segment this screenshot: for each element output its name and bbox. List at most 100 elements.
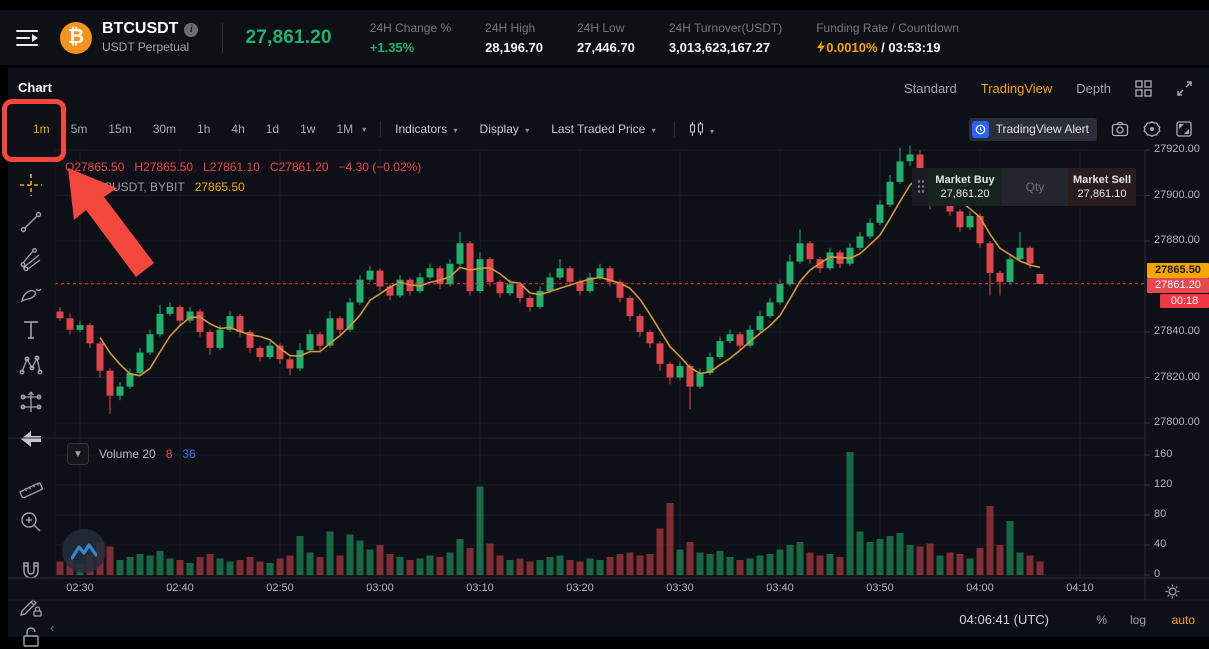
text-tool-icon[interactable] [19, 318, 43, 342]
price-tick-label: 27800.00 [1154, 416, 1200, 428]
hamburger-menu-icon[interactable] [16, 29, 38, 46]
lightning-icon [817, 40, 826, 53]
volume-tick-label: 160 [1154, 448, 1173, 460]
candlestick-chart[interactable] [8, 68, 1209, 637]
timeframe-4h[interactable]: 4h [231, 122, 245, 136]
chart-toolbar: 1m 5m 15m 30m 1h 4h 1d 1w 1M ▾ Indicator… [8, 114, 1209, 144]
market-sell-price: 27,861.10 [1077, 188, 1127, 200]
stat-24h-low: 24H Low 27,446.70 [577, 20, 635, 55]
volume-value: 8 [165, 447, 173, 461]
qty-input[interactable] [1002, 168, 1068, 206]
volume-ma-value: 36 [182, 447, 196, 461]
price-source-menu[interactable]: Last Traded Price ▾ [551, 122, 656, 136]
time-tick-label: 04:00 [966, 582, 994, 594]
market-buy-price: 27,861.20 [940, 188, 990, 200]
stat-24h-high: 24H High 28,196.70 [485, 20, 543, 55]
volume-tick-label: 80 [1154, 508, 1167, 520]
price-tick-label: 27820.00 [1154, 371, 1200, 383]
utc-clock[interactable]: 04:06:41 (UTC) [959, 612, 1049, 627]
candle-countdown-tag: 00:18 [1160, 294, 1209, 308]
drawing-mode-lock-icon[interactable] [19, 594, 43, 618]
price-tick-label: 27900.00 [1154, 189, 1200, 201]
drawing-toolbar: ‹ [8, 148, 55, 647]
ohlc-high: H27865.50 [134, 160, 194, 174]
timeframe-5m[interactable]: 5m [70, 122, 88, 136]
ruler-tool-icon[interactable] [19, 474, 43, 498]
symbol-subtitle: USDT Perpetual [102, 39, 190, 54]
ohlc-legend: O27865.50 H27865.50 L27861.10 C27861.20 … [65, 160, 421, 174]
volume-collapse-button[interactable]: ▼ [67, 443, 89, 465]
header-divider [222, 22, 224, 53]
time-tick-label: 03:50 [866, 582, 894, 594]
volume-tick-label: 40 [1154, 538, 1167, 550]
indicators-menu[interactable]: Indicators ▾ [395, 122, 458, 136]
last-price: 27,861.20 [245, 26, 332, 48]
time-tick-label: 03:30 [666, 582, 694, 594]
timeframe-1h[interactable]: 1h [197, 122, 211, 136]
display-menu[interactable]: Display ▾ [479, 122, 530, 136]
time-tick-label: 02:30 [66, 582, 94, 594]
chart-watermark-logo [62, 529, 106, 573]
timeframe-30m[interactable]: 30m [152, 122, 177, 136]
volume-tick-label: 120 [1154, 478, 1173, 490]
indicator-price-tag: 27865.50 [1147, 263, 1209, 278]
zoom-in-tool-icon[interactable] [19, 510, 43, 534]
ohlc-open: O27865.50 [65, 160, 125, 174]
timeframe-1w[interactable]: 1w [300, 122, 316, 136]
time-tick-label: 04:10 [1066, 582, 1094, 594]
chart-style-menu[interactable]: ▾ [689, 121, 714, 137]
expand-icon[interactable] [1176, 80, 1193, 97]
log-scale-button[interactable]: log [1129, 613, 1146, 627]
tradingview-alert-button[interactable]: TradingView Alert [968, 117, 1097, 141]
timeframe-15m[interactable]: 15m [108, 122, 132, 136]
time-tick-label: 03:00 [366, 582, 394, 594]
last-price-tag: 27861.20 [1147, 278, 1209, 293]
magnet-tool-icon[interactable] [19, 558, 43, 582]
time-tick-label: 03:20 [566, 582, 594, 594]
scales-settings-icon[interactable] [1164, 583, 1181, 600]
gann-fib-tool-icon[interactable] [19, 247, 43, 271]
timeframe-dropdown-caret[interactable]: ▾ [362, 124, 367, 134]
xabcd-pattern-tool-icon[interactable] [19, 353, 43, 377]
funding-rate-value: 0.0010% [826, 39, 878, 55]
settings-icon[interactable] [1143, 120, 1161, 138]
stat-24h-turnover: 24H Turnover(USDT) 3,013,623,167.27 [668, 20, 783, 55]
tab-depth[interactable]: Depth [1076, 81, 1111, 96]
order-widget-drag-handle[interactable] [912, 168, 928, 206]
funding-countdown: / 03:53:19 [877, 39, 941, 55]
time-tick-label: 02:50 [266, 582, 294, 594]
projection-tool-icon[interactable] [19, 390, 43, 414]
grid-layout-icon[interactable] [1135, 80, 1152, 97]
price-tick-label: 27880.00 [1154, 234, 1200, 246]
panel-title: Chart [18, 80, 52, 95]
order-widget: Market Buy 27,861.20 Market Sell 27,861.… [912, 168, 1136, 206]
camera-icon[interactable] [1111, 120, 1129, 138]
trend-line-tool-icon[interactable] [19, 210, 43, 234]
time-tick-label: 03:10 [466, 582, 494, 594]
brush-tool-icon[interactable] [19, 283, 43, 307]
price-tick-label: 27920.00 [1154, 143, 1200, 155]
symbol-name[interactable]: BTCUSDT [102, 20, 179, 38]
auto-scale-button[interactable]: auto [1171, 613, 1195, 627]
top-header: ₿ BTCUSDT i USDT Perpetual 27,861.20 24H… [0, 10, 1209, 65]
market-buy-button[interactable]: Market Buy 27,861.20 [928, 168, 1002, 206]
volume-tick-label: 0 [1154, 568, 1161, 580]
toolbar-collapse-chevron[interactable]: ‹ [50, 620, 55, 635]
ohlc-close: C27861.20 [269, 160, 329, 174]
chart-panel: Chart Standard TradingView Depth 1m 5m 1… [8, 68, 1209, 647]
tab-tradingview[interactable]: TradingView [980, 81, 1053, 96]
crosshair-tool-icon[interactable] [19, 173, 43, 197]
market-sell-button[interactable]: Market Sell 27,861.10 [1068, 168, 1136, 206]
ohlc-low: L27861.10 [203, 160, 260, 174]
tab-standard[interactable]: Standard [903, 81, 957, 96]
timeframe-1m[interactable]: 1m [33, 122, 50, 136]
percent-scale-button[interactable]: % [1096, 613, 1107, 627]
annotation-highlight-box [2, 99, 66, 162]
timeframe-1M[interactable]: 1M [336, 122, 354, 136]
annotation-arrow [68, 168, 154, 277]
info-icon[interactable]: i [184, 22, 199, 37]
timeframe-1d[interactable]: 1d [265, 122, 280, 136]
screenshot-icon[interactable] [1175, 120, 1193, 138]
ohlc-change: −4.30 (−0.02%) [338, 160, 422, 174]
undo-arrow-icon[interactable] [19, 427, 43, 451]
